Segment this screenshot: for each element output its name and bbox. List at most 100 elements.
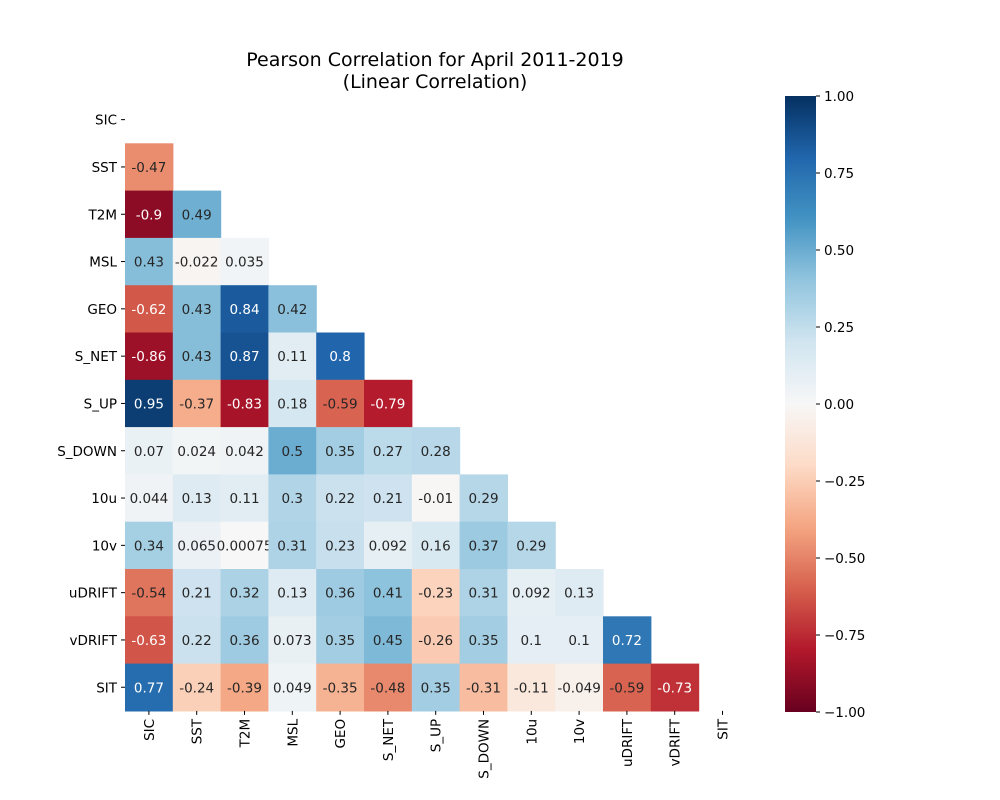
y-axis-ticks: SIC SST T2M MSL GEO S_NET S_UP S_DOWN 10u 10v uDRI…	[57, 113, 125, 696]
heatmap-cell	[172, 663, 222, 712]
y-tick-label: S_DOWN	[57, 444, 117, 460]
heatmap-cell	[172, 332, 222, 381]
x-tick-label: S_UP	[429, 719, 445, 752]
heatmap-cell	[364, 569, 413, 617]
heatmap-cell	[316, 427, 365, 475]
x-tick-label: uDRIFT	[620, 718, 636, 767]
heatmap-cell	[459, 569, 508, 617]
cell-value-label: 0.21	[373, 491, 403, 507]
heatmap-cell	[411, 569, 461, 617]
cell-value-label: -0.39	[227, 680, 262, 696]
heatmap-cell	[220, 427, 269, 475]
heatmap-cell	[507, 663, 556, 712]
heatmap-cell	[172, 379, 222, 428]
colorbar-tick-label: 0.50	[824, 243, 854, 259]
cell-value-label: 0.11	[229, 491, 259, 507]
cell-value-label: 0.13	[564, 586, 594, 602]
cell-value-label: 0.049	[273, 680, 312, 696]
cell-value-label: 0.27	[373, 444, 403, 460]
cell-value-label: 0.35	[468, 633, 498, 649]
cell-value-label: 0.34	[134, 538, 164, 554]
heatmap-cell	[459, 616, 508, 665]
heatmap-cell	[411, 521, 461, 570]
x-tick-label: S_NET	[381, 718, 397, 761]
cell-value-label: 0.044	[130, 491, 169, 507]
heatmap-cell	[172, 285, 222, 334]
heatmap-cell	[411, 474, 461, 523]
heatmap-cell	[125, 521, 174, 570]
heatmap-cell	[555, 616, 604, 665]
heatmap-cell	[220, 474, 269, 523]
heatmap-cell	[172, 427, 222, 475]
colorbar-gradient	[785, 96, 816, 712]
heatmap-cell	[220, 521, 269, 570]
y-tick-label: uDRIFT	[69, 586, 118, 602]
heatmap-cell	[316, 663, 365, 712]
cell-value-label: 0.32	[229, 586, 259, 602]
cell-value-label: 0.8	[329, 349, 350, 365]
colorbar-tick-label: −0.25	[824, 474, 865, 490]
heatmap-cells: -0.47 -0.9 0.49 0.43 -0.022 0.035 -0.62 0.43 0.8…	[125, 143, 700, 712]
heatmap-cell	[125, 190, 174, 239]
cell-value-label: 0.95	[134, 396, 164, 412]
cell-value-label: -0.049	[557, 680, 601, 696]
heatmap-cell	[172, 521, 222, 570]
heatmap-cell	[316, 521, 365, 570]
cell-value-label: 0.035	[225, 255, 264, 271]
cell-value-label: 0.43	[182, 349, 212, 365]
heatmap-cell	[172, 237, 222, 286]
x-tick-label: 10u	[524, 719, 540, 745]
cell-value-label: -0.83	[227, 396, 262, 412]
heatmap-cell	[172, 190, 222, 239]
cell-value-label: 0.77	[134, 680, 164, 696]
cell-value-label: 0.22	[325, 491, 355, 507]
chart-title-line1: Pearson Correlation for April 2011-2019	[246, 49, 624, 71]
heatmap-cell	[220, 332, 269, 381]
y-tick-label: S_NET	[75, 349, 118, 365]
heatmap-cell	[268, 569, 317, 617]
cell-value-label: -0.48	[370, 680, 405, 696]
heatmap-cell	[316, 474, 365, 523]
heatmap-cell	[125, 332, 174, 381]
cell-value-label: -0.79	[370, 396, 405, 412]
cell-value-label: 0.13	[277, 586, 307, 602]
cell-value-label: 0.1	[521, 633, 542, 649]
heatmap-cell	[268, 285, 317, 334]
heatmap-cell	[459, 663, 508, 712]
cell-value-label: 0.13	[182, 491, 212, 507]
heatmap-cell	[459, 474, 508, 523]
heatmap-cell	[220, 663, 269, 712]
x-tick-label: MSL	[285, 718, 301, 746]
cell-value-label: 0.31	[468, 586, 498, 602]
cell-value-label: 0.28	[421, 444, 451, 460]
heatmap-cell	[364, 427, 413, 475]
heatmap-cell	[268, 474, 317, 523]
x-tick-label: T2M	[238, 719, 254, 748]
cell-value-label: 0.23	[325, 538, 355, 554]
cell-value-label: 0.42	[277, 302, 307, 318]
x-tick-label: SIT	[716, 718, 732, 740]
colorbar-tick-label: 0.75	[824, 166, 854, 182]
cell-value-label: 0.72	[612, 633, 642, 649]
heatmap-cell	[316, 569, 365, 617]
cell-value-label: 0.22	[182, 633, 212, 649]
heatmap-cell	[364, 616, 413, 665]
y-tick-label: T2M	[88, 207, 117, 223]
heatmap-cell	[316, 332, 365, 381]
cell-value-label: -0.62	[131, 302, 166, 318]
colorbar-tick-label: 1.00	[824, 89, 854, 105]
cell-value-label: 0.35	[325, 633, 355, 649]
heatmap-cell	[411, 663, 461, 712]
x-tick-label: GEO	[333, 719, 349, 749]
cell-value-label: 0.092	[512, 586, 551, 602]
x-tick-label: SIC	[142, 719, 158, 741]
heatmap-cell	[555, 663, 604, 712]
y-tick-label: SIC	[95, 113, 117, 129]
x-tick-label: SST	[190, 718, 206, 744]
heatmap-cell	[268, 427, 317, 475]
cell-value-label: 0.49	[182, 207, 212, 223]
y-tick-label: SST	[92, 160, 118, 176]
colorbar-tick-label: −1.00	[824, 705, 865, 721]
heatmap-cell	[125, 237, 174, 286]
